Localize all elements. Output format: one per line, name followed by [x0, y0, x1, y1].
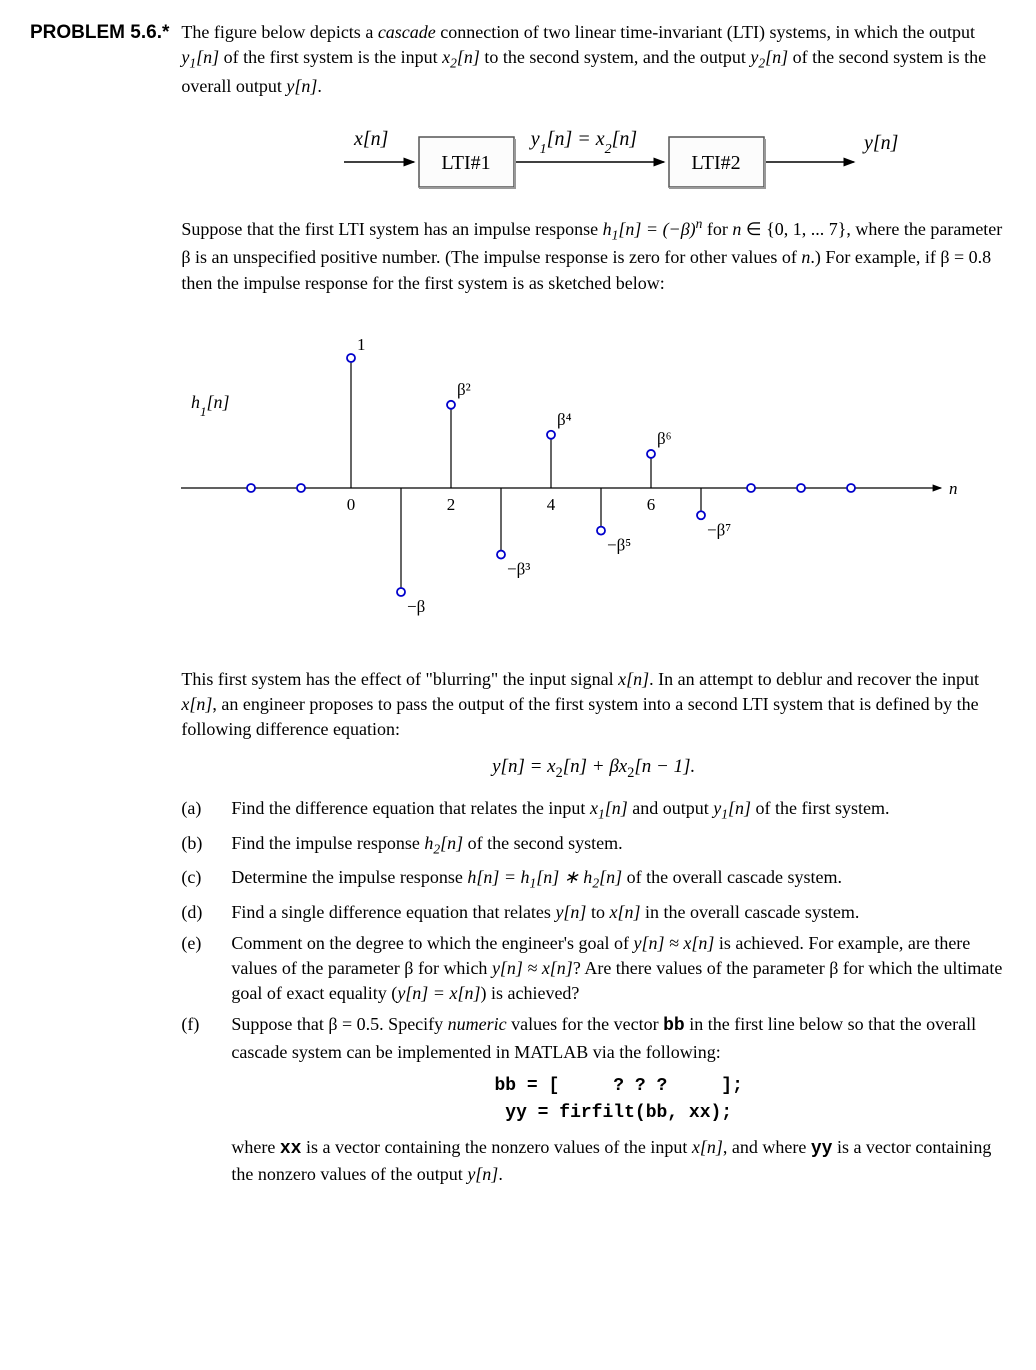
bd-y-label: y[n]: [862, 132, 898, 154]
part-d-text: Find a single difference equation that r…: [231, 900, 1006, 925]
problem-label: PROBLEM 5.6.*: [30, 20, 169, 47]
svg-text:−β⁷: −β⁷: [707, 520, 731, 539]
part-e: (e) Comment on the degree to which the e…: [181, 931, 1006, 1007]
intro-period: .: [317, 76, 322, 96]
part-a-text: Find the difference equation that relate…: [231, 796, 1006, 824]
closing-yy: yy: [811, 1139, 833, 1159]
part-f: (f) Suppose that β = 0.5. Specify numeri…: [181, 1012, 1006, 1187]
svg-text:β²: β²: [457, 380, 471, 399]
stem-plot: n h1[n] 0 2 4 6 1 −β β² −β³ β⁴ −β⁵ β⁶ −β⁷: [181, 318, 961, 638]
svg-text:β⁴: β⁴: [557, 409, 572, 428]
closing-xx: xx: [280, 1139, 302, 1159]
intro-text-2: connection of two linear time-invariant …: [436, 22, 975, 42]
svg-text:4: 4: [547, 495, 556, 514]
part-e-label: (e): [181, 931, 231, 1007]
difference-equation: y[n] = x2[n] + βx2[n − 1].: [181, 754, 1006, 784]
svg-text:n: n: [949, 479, 958, 498]
svg-text:0: 0: [347, 495, 356, 514]
part-d: (d) Find a single difference equation th…: [181, 900, 1006, 925]
intro-y1n: y1[n]: [181, 47, 219, 67]
bd-box1-label: LTI#1: [441, 152, 490, 174]
part-c: (c) Determine the impulse response h[n] …: [181, 865, 1006, 893]
svg-text:2: 2: [447, 495, 456, 514]
paragraph-3: This first system has the effect of "blu…: [181, 667, 1006, 743]
code-line-1: bb = [ ? ? ? ];: [231, 1073, 1006, 1100]
intro-text-3: of the first system is the input: [219, 47, 442, 67]
code-line-2: yy = firfilt(bb, xx);: [231, 1100, 1006, 1127]
part-f-label: (f): [181, 1012, 231, 1187]
svg-text:6: 6: [647, 495, 656, 514]
intro-text-4: to the second system, and the output: [480, 47, 750, 67]
parts-list: (a) Find the difference equation that re…: [181, 796, 1006, 1187]
bd-mid-label: y1[n] = x2[n]: [528, 128, 636, 157]
closing-1: where: [231, 1137, 279, 1157]
intro-y2n: y2[n]: [750, 47, 788, 67]
problem-header: PROBLEM 5.6.* The figure below depicts a…: [30, 20, 1006, 1193]
part-f-numeric: numeric: [448, 1014, 507, 1034]
svg-text:β⁶: β⁶: [657, 429, 672, 448]
part-f-bb: bb: [663, 1016, 685, 1036]
bd-box2-label: LTI#2: [691, 152, 740, 174]
part-f-text-2: values for the vector: [507, 1014, 663, 1034]
svg-text:1: 1: [357, 335, 366, 354]
part-b: (b) Find the impulse response h2[n] of t…: [181, 831, 1006, 859]
intro-x2n: x2[n]: [442, 47, 480, 67]
intro-cascade-word: cascade: [378, 22, 436, 42]
problem-body: The figure below depicts a cascade conne…: [181, 20, 1006, 1193]
intro-yn: y[n]: [286, 76, 317, 96]
intro-paragraph: The figure below depicts a cascade conne…: [181, 20, 1006, 99]
closing-2: is a vector containing the nonzero value…: [301, 1137, 810, 1157]
part-b-label: (b): [181, 831, 231, 859]
part-a: (a) Find the difference equation that re…: [181, 796, 1006, 824]
part-b-text: Find the impulse response h2[n] of the s…: [231, 831, 1006, 859]
part-f-text-1: Suppose that β = 0.5. Specify: [231, 1014, 447, 1034]
paragraph-2: Suppose that the first LTI system has an…: [181, 215, 1006, 296]
part-d-label: (d): [181, 900, 231, 925]
part-a-label: (a): [181, 796, 231, 824]
block-diagram: x[n] LTI#1 y1[n] = x2[n] LTI#2 y[n]: [284, 117, 904, 197]
part-c-label: (c): [181, 865, 231, 893]
part-e-text: Comment on the degree to which the engin…: [231, 931, 1006, 1007]
svg-text:h1[n]: h1[n]: [191, 392, 230, 419]
intro-text-1: The figure below depicts a: [181, 22, 377, 42]
svg-text:−β⁵: −β⁵: [607, 535, 631, 554]
svg-text:−β³: −β³: [507, 559, 530, 578]
bd-x-label: x[n]: [353, 128, 388, 150]
matlab-code: bb = [ ? ? ? ]; yy = firfilt(bb, xx);: [231, 1073, 1006, 1127]
part-c-text: Determine the impulse response h[n] = h1…: [231, 865, 1006, 893]
svg-text:−β: −β: [407, 597, 425, 616]
part-f-text: Suppose that β = 0.5. Specify numeric va…: [231, 1012, 1006, 1187]
